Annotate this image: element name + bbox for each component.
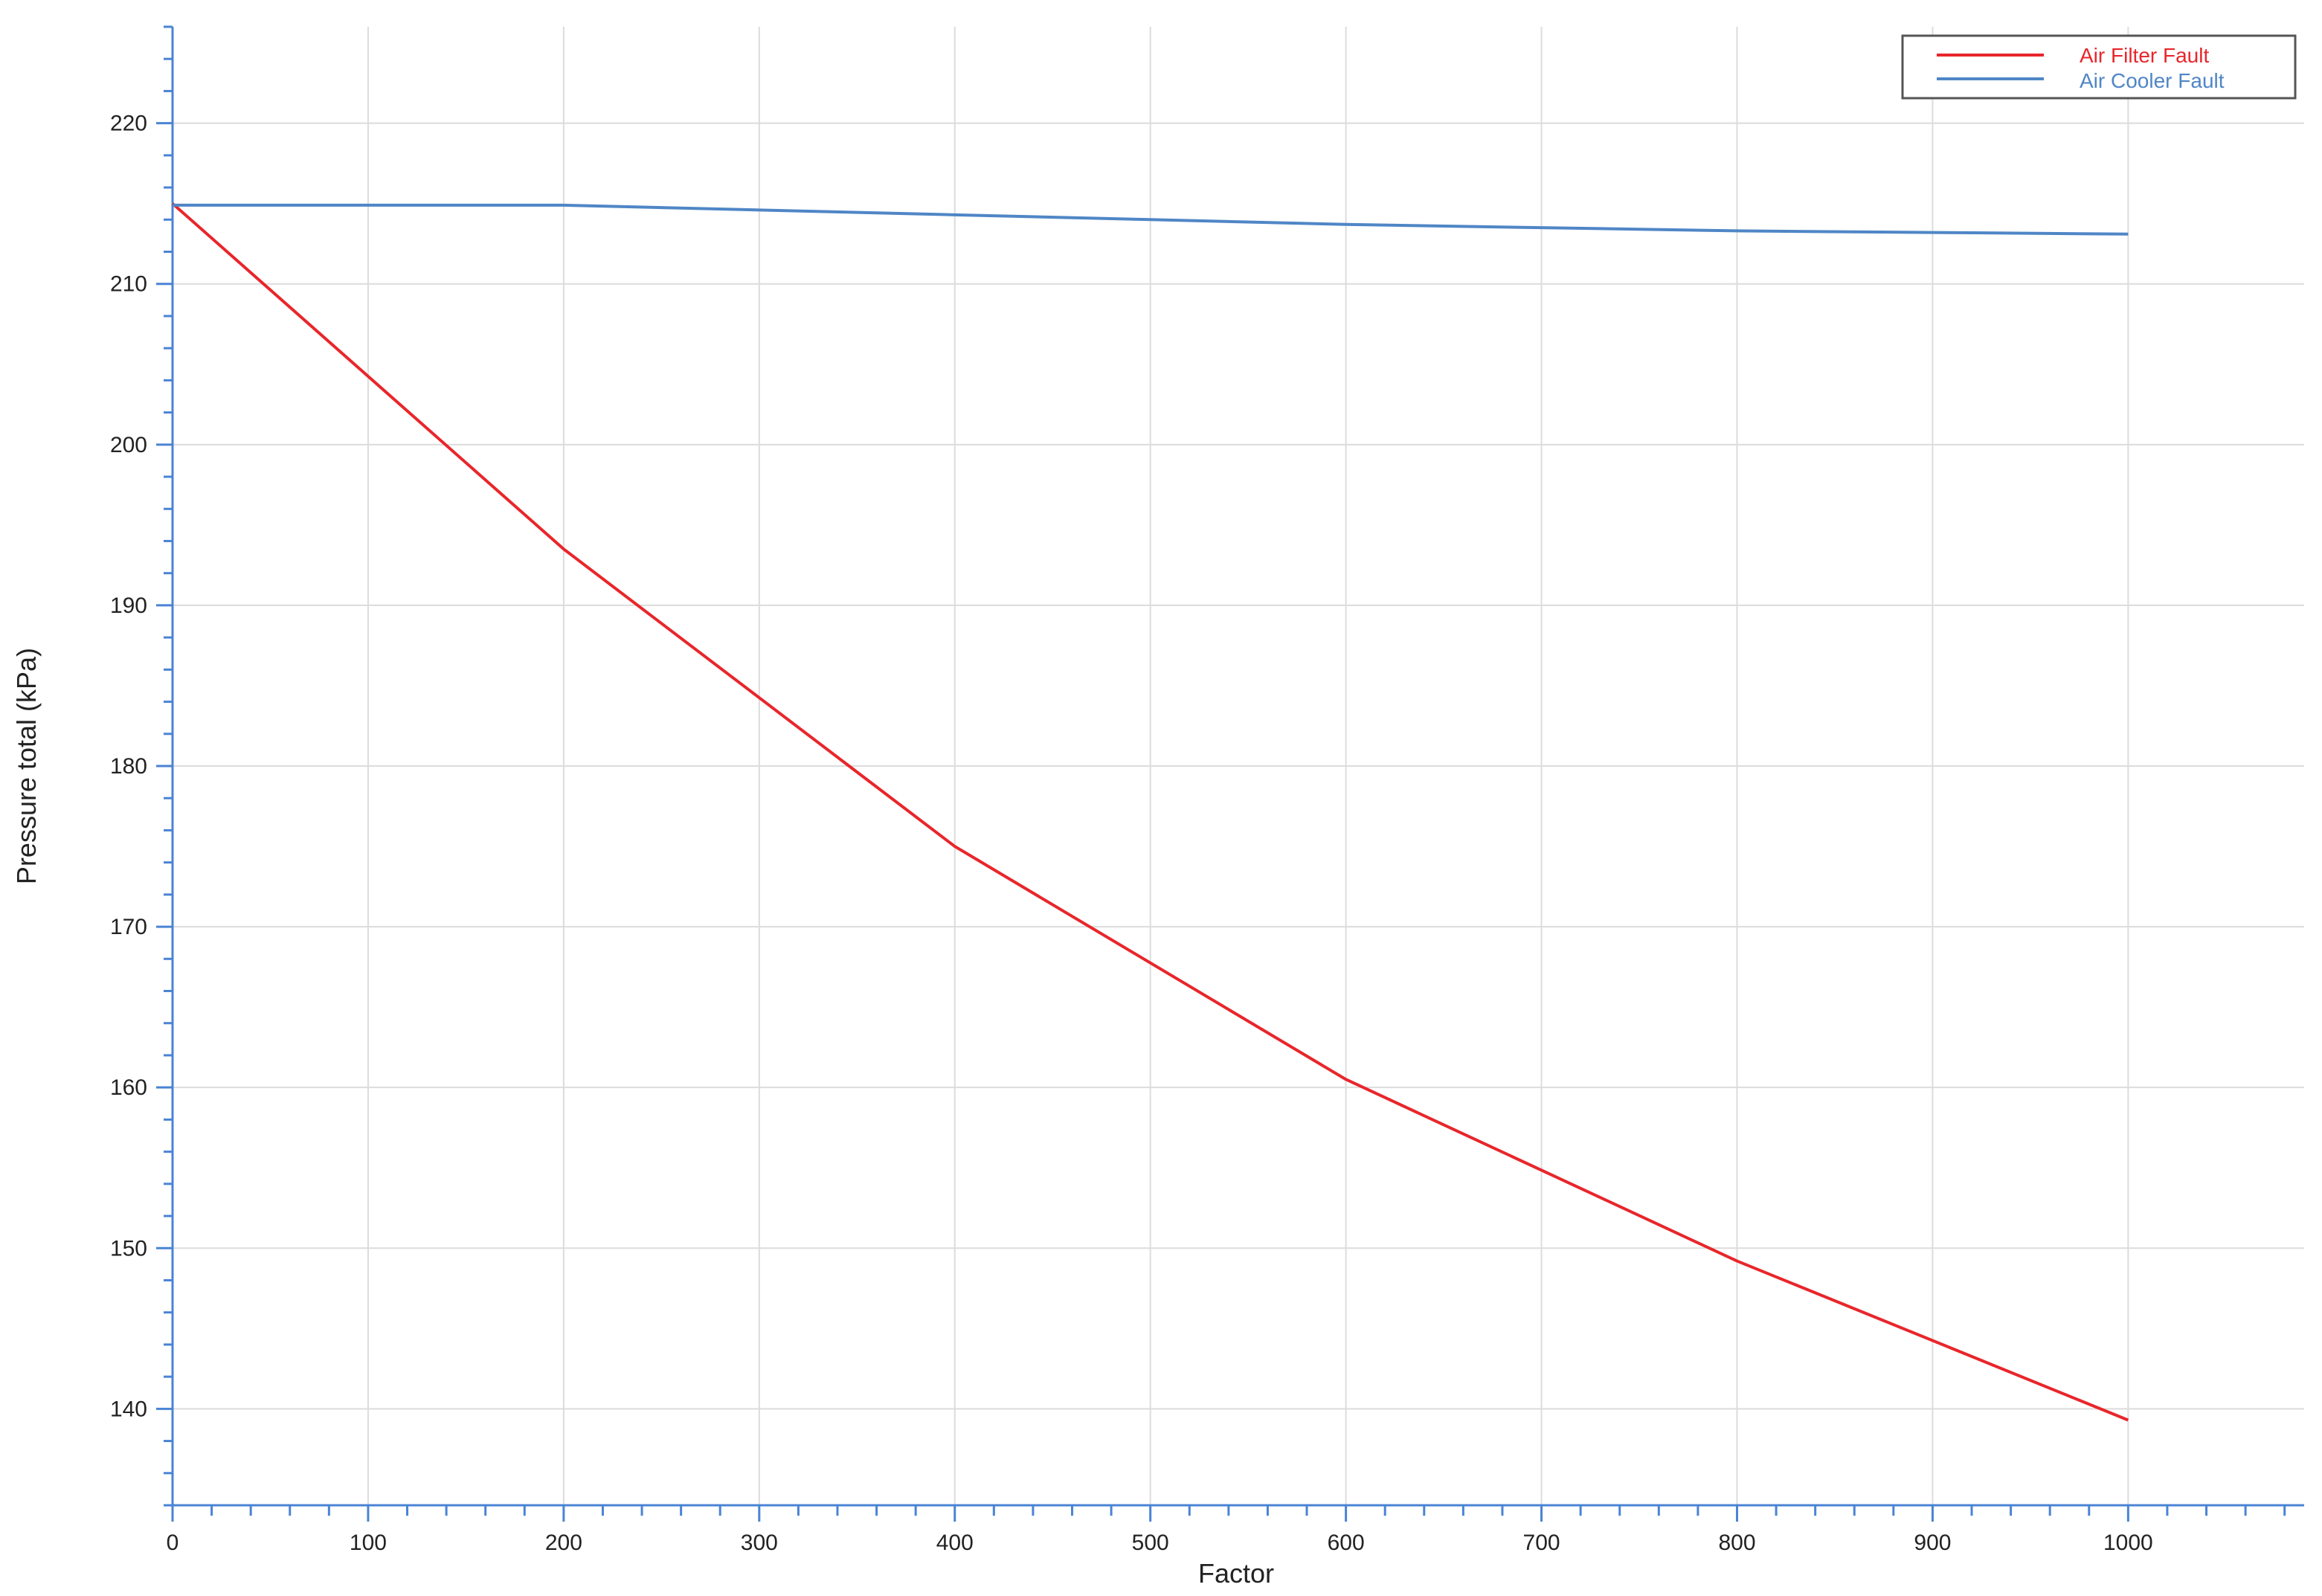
y-tick-label: 210 — [110, 272, 147, 297]
x-tick-label: 800 — [1718, 1531, 1755, 1555]
x-tick-label: 600 — [1328, 1531, 1365, 1555]
y-tick-label: 150 — [110, 1236, 147, 1261]
legend-box — [1901, 34, 2297, 100]
x-tick-label: 300 — [741, 1531, 778, 1555]
y-tick-label: 180 — [110, 754, 147, 779]
x-tick-label: 200 — [545, 1531, 582, 1555]
x-tick-label: 400 — [936, 1531, 974, 1555]
axes — [156, 25, 2304, 1522]
y-tick-label: 190 — [110, 593, 147, 618]
series-layer — [171, 202, 2129, 1422]
y-tick-label: 160 — [110, 1075, 147, 1100]
y-tick-label: 220 — [110, 112, 147, 136]
x-tick-label: 0 — [167, 1531, 179, 1555]
y-tick-label: 140 — [110, 1397, 147, 1421]
series-line-0 — [171, 202, 2129, 1422]
x-tick-label: 1000 — [2103, 1531, 2153, 1555]
y-axis-label: Pressure total (kPa) — [11, 648, 42, 884]
x-axis-label: Factor — [1198, 1558, 1274, 1589]
x-tick-label: 700 — [1523, 1531, 1560, 1555]
x-tick-label: 100 — [350, 1531, 387, 1555]
tick-labels: 0 100 200 300 400 500 600 700 800 900 1000 140 150 16… — [110, 112, 2153, 1555]
legend: Air Filter Fault Air Cooler Fault — [1901, 34, 2297, 100]
x-tick-label: 900 — [1914, 1531, 1951, 1555]
series-line-1 — [173, 203, 2129, 236]
x-tick-label: 500 — [1132, 1531, 1169, 1555]
legend-label-air-cooler: Air Cooler Fault — [2080, 69, 2225, 92]
grid-lines — [173, 27, 2304, 1505]
legend-label-air-filter: Air Filter Fault — [2080, 44, 2209, 67]
y-tick-label: 170 — [110, 915, 147, 939]
y-tick-label: 200 — [110, 433, 147, 457]
